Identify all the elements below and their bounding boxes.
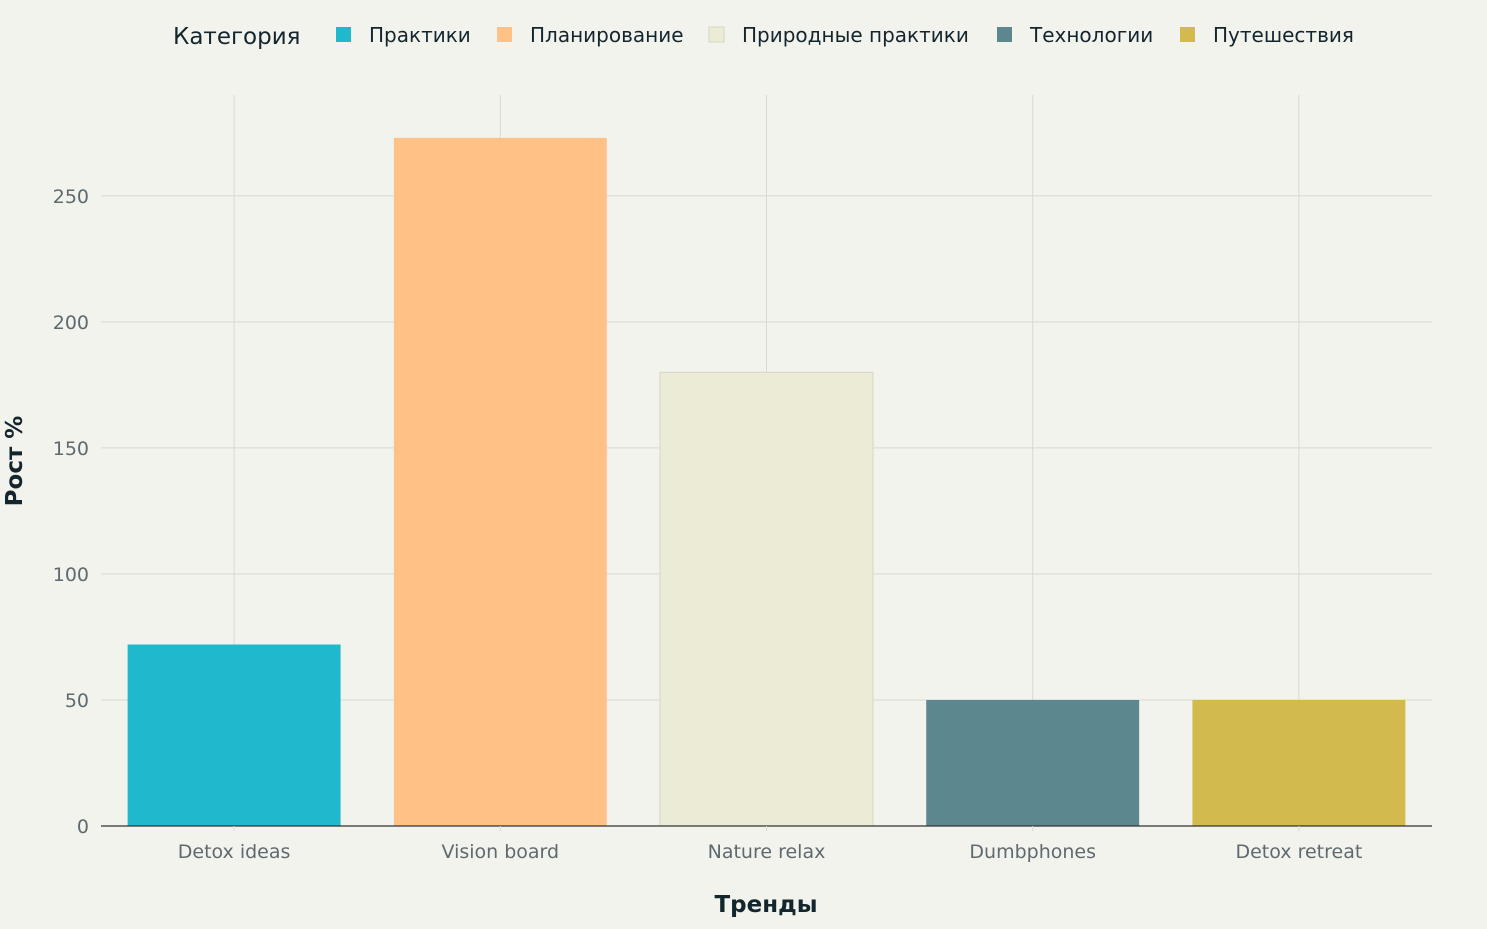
y-axis-title: Рост % xyxy=(2,416,28,507)
y-tick-label: 200 xyxy=(53,312,89,334)
bar xyxy=(393,137,607,826)
x-axis-title: Тренды xyxy=(714,892,817,918)
legend-entry-label: Практики xyxy=(369,23,471,47)
x-tick-label: Detox retreat xyxy=(1235,841,1362,863)
bar xyxy=(1192,699,1406,826)
x-tick-label: Vision board xyxy=(441,841,559,863)
y-tick-label: 50 xyxy=(65,690,89,712)
bar xyxy=(127,644,341,826)
legend-entry-label: Планирование xyxy=(530,23,684,47)
y-tick-label: 150 xyxy=(53,438,89,460)
legend-entry-label: Природные практики xyxy=(742,23,969,47)
y-axis: 0 50 100 150 200 250 xyxy=(53,186,89,838)
bar xyxy=(659,371,874,827)
legend-entry-label: Технологии xyxy=(1029,23,1153,47)
legend-entry-label: Путешествия xyxy=(1213,23,1354,47)
y-tick-label: 250 xyxy=(53,186,89,208)
bar xyxy=(926,699,1140,826)
legend: Категория Практики Планирование Природные … xyxy=(173,23,1354,50)
legend-swatch xyxy=(997,27,1012,42)
y-tick-label: 0 xyxy=(77,816,89,838)
y-tick-label: 100 xyxy=(53,564,89,586)
legend-swatch xyxy=(708,26,725,43)
x-tick-label: Nature relax xyxy=(708,841,826,863)
legend-swatch xyxy=(336,27,351,42)
x-axis: Detox ideas Vision board Nature relax Dumbp… xyxy=(101,825,1432,863)
legend-title: Категория xyxy=(173,24,301,50)
bars xyxy=(127,137,1406,827)
x-tick-label: Dumbphones xyxy=(969,841,1096,863)
legend-swatch xyxy=(1180,27,1195,42)
legend-swatch xyxy=(497,27,512,42)
x-tick-label: Detox ideas xyxy=(178,841,291,863)
